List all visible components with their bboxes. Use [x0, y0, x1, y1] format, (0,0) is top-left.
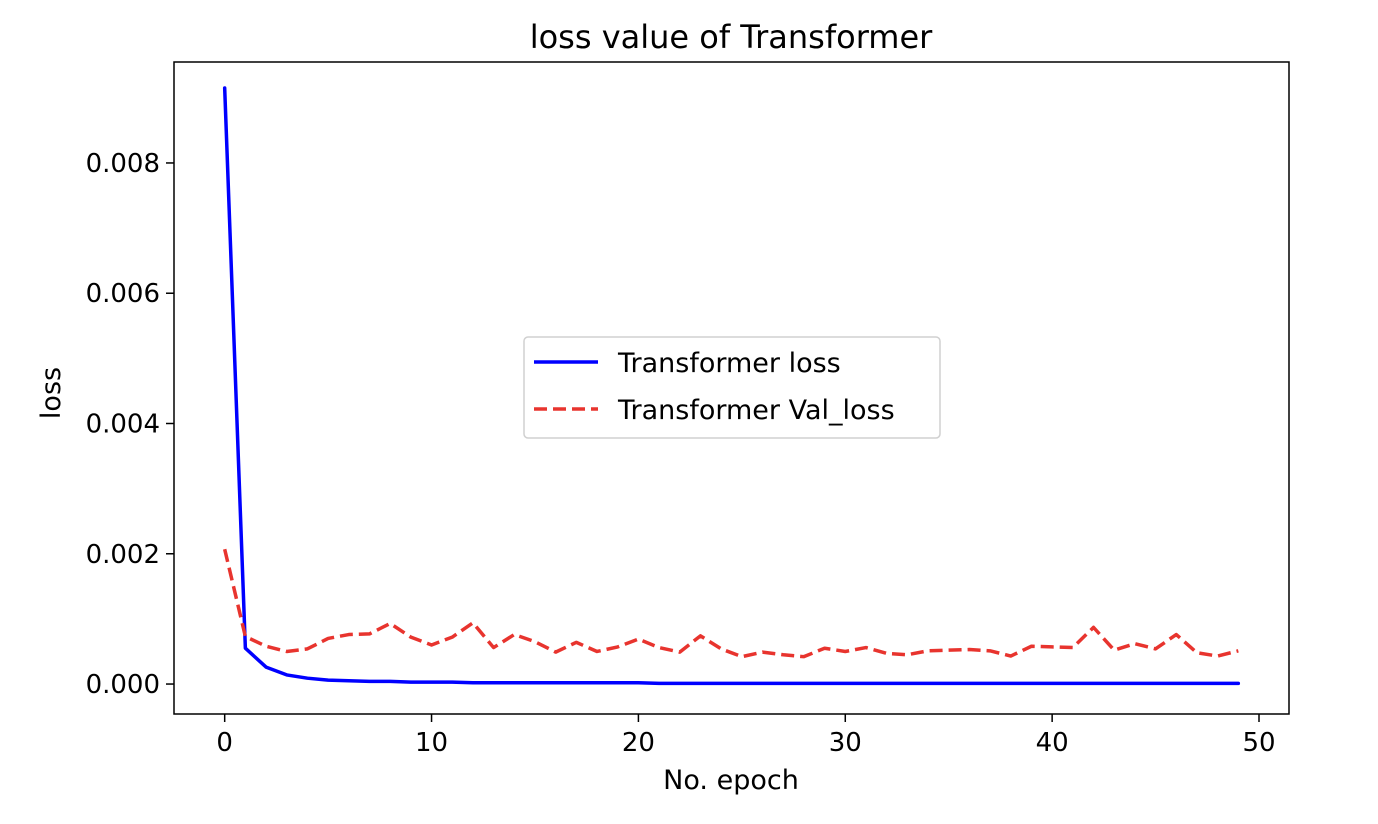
y-axis-label: loss	[36, 367, 67, 419]
x-tick-label: 50	[1242, 728, 1275, 758]
y-tick-label: 0.002	[86, 540, 160, 570]
series-line-transformer-loss	[222, 86, 1241, 686]
y-axis-ticks: 0.000 0.002 0.004 0.006 0.008	[86, 149, 174, 700]
x-axis-ticks: 0 10 20 30 40 50	[216, 714, 1276, 758]
y-tick-label: 0.008	[86, 149, 160, 179]
x-tick-label: 40	[1036, 728, 1069, 758]
axes-frame	[173, 61, 1290, 715]
chart-title: loss value of Transformer	[530, 18, 933, 56]
legend-box	[523, 336, 941, 439]
x-axis-label: No. epoch	[663, 765, 799, 796]
y-tick-label: 0.006	[86, 279, 160, 309]
x-tick-label: 0	[216, 728, 233, 758]
legend-label-transformer-loss: Transformer loss	[617, 348, 841, 379]
y-tick-label: 0.000	[86, 670, 160, 700]
legend: Transformer loss Transformer Val_loss	[523, 336, 941, 439]
plot-area	[222, 86, 1241, 686]
y-tick-label: 0.004	[86, 409, 160, 439]
legend-label-transformer-val-loss: Transformer Val_loss	[617, 395, 895, 426]
x-tick-label: 30	[829, 728, 862, 758]
x-tick-label: 20	[622, 728, 655, 758]
series-line-transformer-val-loss	[222, 548, 1239, 659]
x-tick-label: 10	[415, 728, 448, 758]
